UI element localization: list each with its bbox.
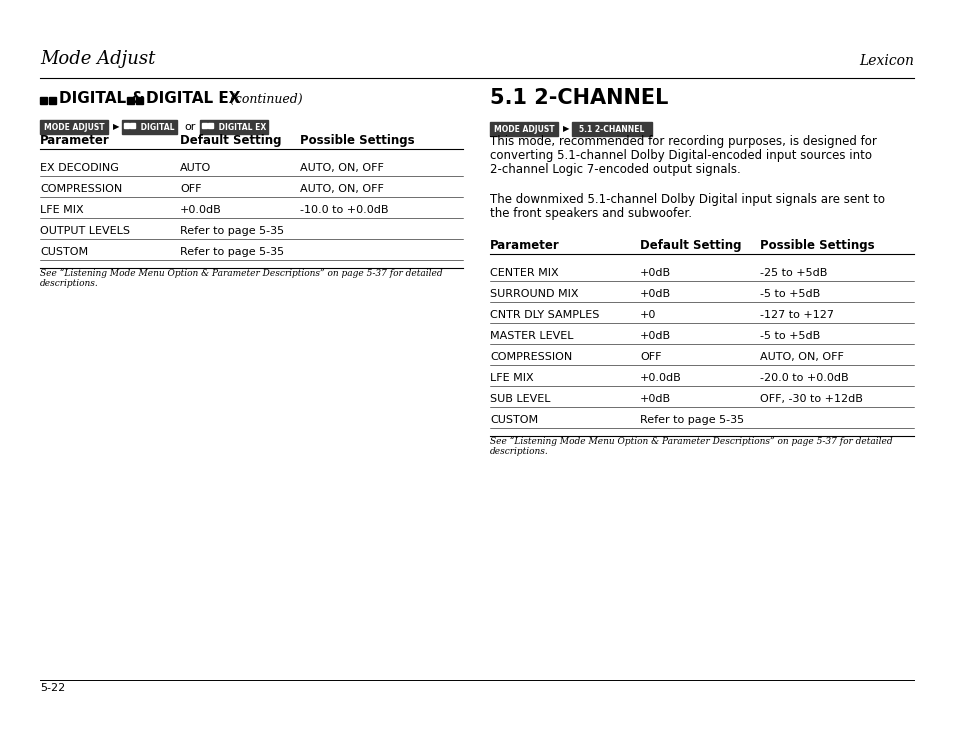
Text: Parameter: Parameter xyxy=(40,134,110,147)
Text: CNTR DLY SAMPLES: CNTR DLY SAMPLES xyxy=(490,310,598,320)
Text: descriptions.: descriptions. xyxy=(490,447,548,456)
Text: MODE ADJUST: MODE ADJUST xyxy=(493,125,554,134)
Text: +0dB: +0dB xyxy=(639,331,670,341)
Text: +0.0dB: +0.0dB xyxy=(639,373,681,383)
Text: Parameter: Parameter xyxy=(490,239,559,252)
FancyBboxPatch shape xyxy=(202,123,207,128)
Text: COMPRESSION: COMPRESSION xyxy=(40,184,122,194)
FancyBboxPatch shape xyxy=(136,97,143,104)
Text: or: or xyxy=(184,122,195,132)
Text: 2-channel Logic 7-encoded output signals.: 2-channel Logic 7-encoded output signals… xyxy=(490,163,740,176)
Text: DIGITAL EX: DIGITAL EX xyxy=(146,91,240,106)
Text: -5 to +5dB: -5 to +5dB xyxy=(760,331,820,341)
Text: the front speakers and subwoofer.: the front speakers and subwoofer. xyxy=(490,207,691,220)
Text: Refer to page 5-35: Refer to page 5-35 xyxy=(180,247,284,257)
Text: Default Setting: Default Setting xyxy=(639,239,740,252)
Text: -127 to +127: -127 to +127 xyxy=(760,310,833,320)
FancyBboxPatch shape xyxy=(490,122,558,136)
FancyBboxPatch shape xyxy=(127,97,133,104)
Text: AUTO: AUTO xyxy=(180,163,211,173)
Text: Mode Adjust: Mode Adjust xyxy=(40,50,155,68)
Text: The downmixed 5.1-channel Dolby Digital input signals are sent to: The downmixed 5.1-channel Dolby Digital … xyxy=(490,193,884,206)
Text: (continued): (continued) xyxy=(226,93,302,106)
Text: AUTO, ON, OFF: AUTO, ON, OFF xyxy=(299,163,383,173)
Text: See “Listening Mode Menu Option & Parameter Descriptions” on page 5-37 for detai: See “Listening Mode Menu Option & Parame… xyxy=(490,437,892,446)
Text: Possible Settings: Possible Settings xyxy=(760,239,874,252)
Text: CENTER MIX: CENTER MIX xyxy=(490,268,558,278)
Text: Lexicon: Lexicon xyxy=(859,54,913,68)
Text: -20.0 to +0.0dB: -20.0 to +0.0dB xyxy=(760,373,848,383)
Text: AUTO, ON, OFF: AUTO, ON, OFF xyxy=(760,352,843,362)
Text: +0.0dB: +0.0dB xyxy=(180,205,221,215)
Text: This mode, recommended for recording purposes, is designed for: This mode, recommended for recording pur… xyxy=(490,135,876,148)
Text: DIGITAL EX: DIGITAL EX xyxy=(215,123,266,131)
Text: See “Listening Mode Menu Option & Parameter Descriptions” on page 5-37 for detai: See “Listening Mode Menu Option & Parame… xyxy=(40,269,442,278)
Text: CUSTOM: CUSTOM xyxy=(490,415,537,425)
Text: +0: +0 xyxy=(639,310,656,320)
Text: 5.1 2-CHANNEL: 5.1 2-CHANNEL xyxy=(490,88,668,108)
Text: AUTO, ON, OFF: AUTO, ON, OFF xyxy=(299,184,383,194)
Text: SURROUND MIX: SURROUND MIX xyxy=(490,289,578,299)
Text: Possible Settings: Possible Settings xyxy=(299,134,415,147)
Text: CUSTOM: CUSTOM xyxy=(40,247,88,257)
Text: +0dB: +0dB xyxy=(639,268,670,278)
Text: ▶: ▶ xyxy=(112,123,119,131)
Text: MASTER LEVEL: MASTER LEVEL xyxy=(490,331,573,341)
Text: SUB LEVEL: SUB LEVEL xyxy=(490,394,550,404)
FancyBboxPatch shape xyxy=(122,120,177,134)
Text: OUTPUT LEVELS: OUTPUT LEVELS xyxy=(40,226,130,236)
Text: Refer to page 5-35: Refer to page 5-35 xyxy=(639,415,743,425)
FancyBboxPatch shape xyxy=(40,120,108,134)
FancyBboxPatch shape xyxy=(124,123,129,128)
Text: Default Setting: Default Setting xyxy=(180,134,281,147)
Text: -25 to +5dB: -25 to +5dB xyxy=(760,268,826,278)
Text: +0dB: +0dB xyxy=(639,394,670,404)
FancyBboxPatch shape xyxy=(572,122,651,136)
Text: MODE ADJUST: MODE ADJUST xyxy=(44,123,104,131)
Text: descriptions.: descriptions. xyxy=(40,279,99,288)
Text: OFF: OFF xyxy=(639,352,660,362)
FancyBboxPatch shape xyxy=(208,123,213,128)
Text: ▶: ▶ xyxy=(562,125,569,134)
Text: -5 to +5dB: -5 to +5dB xyxy=(760,289,820,299)
Text: LFE MIX: LFE MIX xyxy=(490,373,533,383)
FancyBboxPatch shape xyxy=(200,120,268,134)
Text: LFE MIX: LFE MIX xyxy=(40,205,84,215)
Text: 5-22: 5-22 xyxy=(40,683,65,693)
Text: 5.1 2-CHANNEL: 5.1 2-CHANNEL xyxy=(578,125,644,134)
Text: DIGITAL &: DIGITAL & xyxy=(59,91,150,106)
Text: -10.0 to +0.0dB: -10.0 to +0.0dB xyxy=(299,205,388,215)
Text: COMPRESSION: COMPRESSION xyxy=(490,352,572,362)
Text: converting 5.1-channel Dolby Digital-encoded input sources into: converting 5.1-channel Dolby Digital-enc… xyxy=(490,149,871,162)
Text: +0dB: +0dB xyxy=(639,289,670,299)
Text: EX DECODING: EX DECODING xyxy=(40,163,119,173)
Text: Refer to page 5-35: Refer to page 5-35 xyxy=(180,226,284,236)
FancyBboxPatch shape xyxy=(130,123,135,128)
Text: OFF, -30 to +12dB: OFF, -30 to +12dB xyxy=(760,394,862,404)
FancyBboxPatch shape xyxy=(49,97,56,104)
Text: DIGITAL: DIGITAL xyxy=(138,123,174,131)
FancyBboxPatch shape xyxy=(40,97,47,104)
Text: OFF: OFF xyxy=(180,184,201,194)
